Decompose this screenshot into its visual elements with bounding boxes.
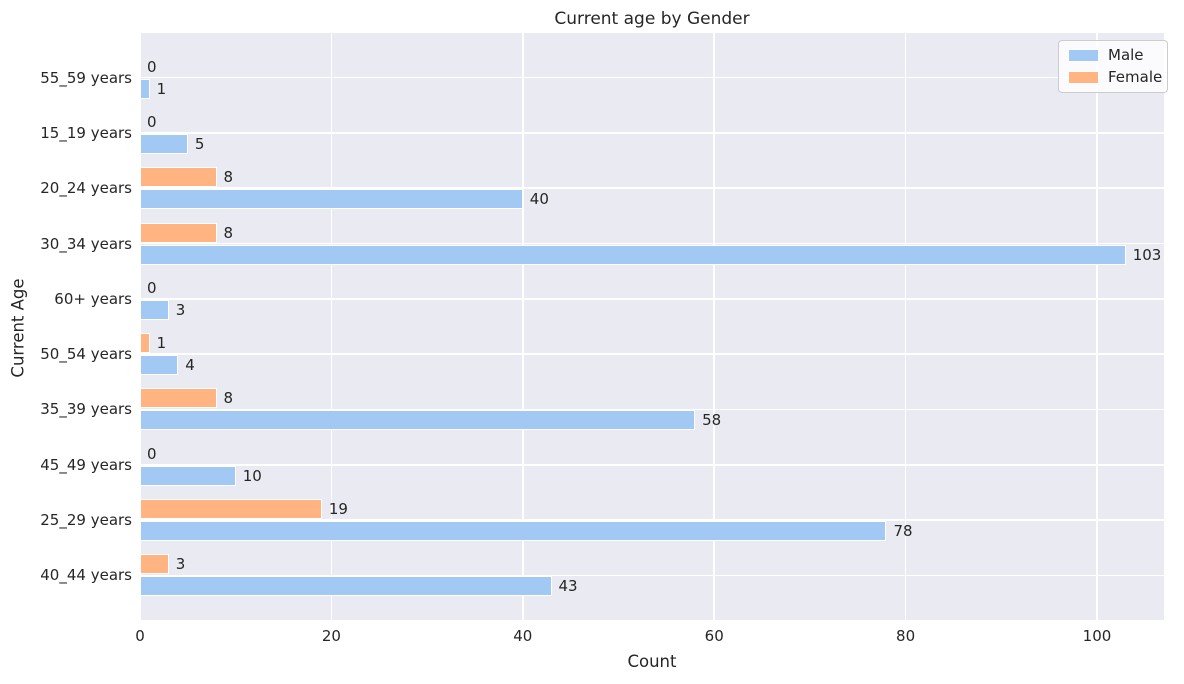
bar-female-35-39-years: [140, 388, 217, 409]
bar-value-label-female-50-54-years: 1: [156, 334, 167, 353]
gridline-y-2: [140, 187, 1164, 189]
legend-swatch-female: [1068, 71, 1099, 84]
legend-label-male: Male: [1108, 46, 1144, 64]
y-tick-label-20-24-years: 20_24 years: [40, 179, 132, 198]
bar-male-55-59-years: [140, 78, 150, 99]
bar-value-label-male-35-39-years: 58: [702, 411, 722, 430]
x-tick-label-40: 40: [513, 627, 533, 645]
y-tick-label-15-19-years: 15_19 years: [40, 123, 132, 142]
legend: Male Female: [1058, 40, 1168, 93]
x-axis-label: Count: [627, 652, 677, 671]
y-tick-label-25-29-years: 25_29 years: [40, 511, 132, 530]
gridline-y-4: [140, 298, 1164, 300]
bar-value-label-male-25-29-years: 78: [893, 522, 913, 541]
gridline-x-0: [139, 33, 141, 620]
x-tick-label-60: 60: [704, 627, 724, 645]
y-tick-label-40-44-years: 40_44 years: [40, 566, 132, 585]
gridline-y-6: [140, 408, 1164, 411]
bar-value-label-female-25-29-years: 19: [328, 500, 348, 519]
bar-value-label-male-60-years: 3: [175, 300, 186, 319]
bar-female-25-29-years: [140, 499, 322, 520]
bar-male-30-34-years: [140, 244, 1126, 265]
y-axis-label: Current Age: [8, 278, 28, 378]
bar-male-50-54-years: [140, 355, 179, 376]
plot-area: 0 1 0 5 8 40 8 103 0 3 1 4 8 58 0 10 19 78 3 43: [139, 33, 1164, 620]
bar-male-20-24-years: [140, 189, 523, 210]
y-tick-label-55-59-years: 55_59 years: [40, 68, 132, 87]
bar-male-40-44-years: [140, 576, 552, 597]
x-tick-label-80: 80: [896, 627, 916, 645]
gridline-y-1: [140, 132, 1164, 134]
chart-title: Current age by Gender: [554, 9, 750, 29]
legend-item-male: Male: [1068, 48, 1157, 63]
bar-value-label-female-15-19-years: 0: [147, 112, 157, 131]
gridline-x-20: [330, 33, 333, 620]
bar-value-label-female-60-years: 0: [147, 278, 157, 297]
y-tick-label-45-49-years: 45_49 years: [40, 455, 132, 474]
gridline-y-9: [140, 574, 1164, 577]
gridline-x-40: [522, 33, 524, 620]
x-tick-label-0: 0: [135, 627, 145, 645]
gridline-y-5: [140, 353, 1164, 355]
bar-male-60-years: [140, 299, 169, 320]
bar-value-label-male-40-44-years: 43: [558, 577, 578, 596]
bar-value-label-male-50-54-years: 4: [185, 356, 195, 375]
x-tick-label-100: 100: [1082, 627, 1112, 645]
y-tick-label-35-39-years: 35_39 years: [40, 400, 132, 419]
y-tick-label-60-years: 60+ years: [54, 289, 132, 308]
bar-male-25-29-years: [140, 521, 887, 542]
gridline-y-3: [140, 242, 1164, 245]
bar-value-label-male-55-59-years: 1: [156, 79, 167, 98]
gridline-x-60: [713, 33, 715, 620]
bar-female-50-54-years: [140, 333, 150, 354]
x-tick-label-20: 20: [321, 627, 341, 645]
gridline-x-80: [904, 33, 907, 620]
bar-value-label-female-45-49-years: 0: [147, 444, 157, 463]
bar-value-label-male-15-19-years: 5: [194, 134, 205, 153]
bar-male-35-39-years: [140, 410, 696, 431]
bar-value-label-female-55-59-years: 0: [147, 57, 157, 76]
bar-value-label-male-20-24-years: 40: [529, 190, 549, 209]
bar-value-label-male-45-49-years: 10: [242, 466, 262, 485]
y-tick-label-30-34-years: 30_34 years: [40, 234, 132, 253]
gridline-y-7: [140, 464, 1164, 466]
legend-item-female: Female: [1068, 70, 1162, 85]
gridline-y-8: [140, 519, 1164, 521]
gridline-y-0: [140, 76, 1164, 79]
bar-value-label-female-20-24-years: 8: [223, 168, 234, 187]
bar-male-45-49-years: [140, 465, 236, 486]
bar-value-label-female-30-34-years: 8: [223, 223, 234, 242]
bar-female-30-34-years: [140, 222, 217, 243]
legend-swatch-male: [1068, 49, 1099, 62]
bar-female-20-24-years: [140, 167, 217, 188]
gridline-x-100: [1096, 33, 1098, 620]
bar-male-15-19-years: [140, 133, 188, 154]
bar-value-label-female-40-44-years: 3: [175, 555, 186, 574]
bar-female-40-44-years: [140, 554, 169, 575]
bar-value-label-male-30-34-years: 103: [1132, 245, 1162, 264]
y-tick-label-50-54-years: 50_54 years: [40, 345, 132, 364]
bar-value-label-female-35-39-years: 8: [223, 389, 234, 408]
legend-label-female: Female: [1108, 68, 1163, 86]
